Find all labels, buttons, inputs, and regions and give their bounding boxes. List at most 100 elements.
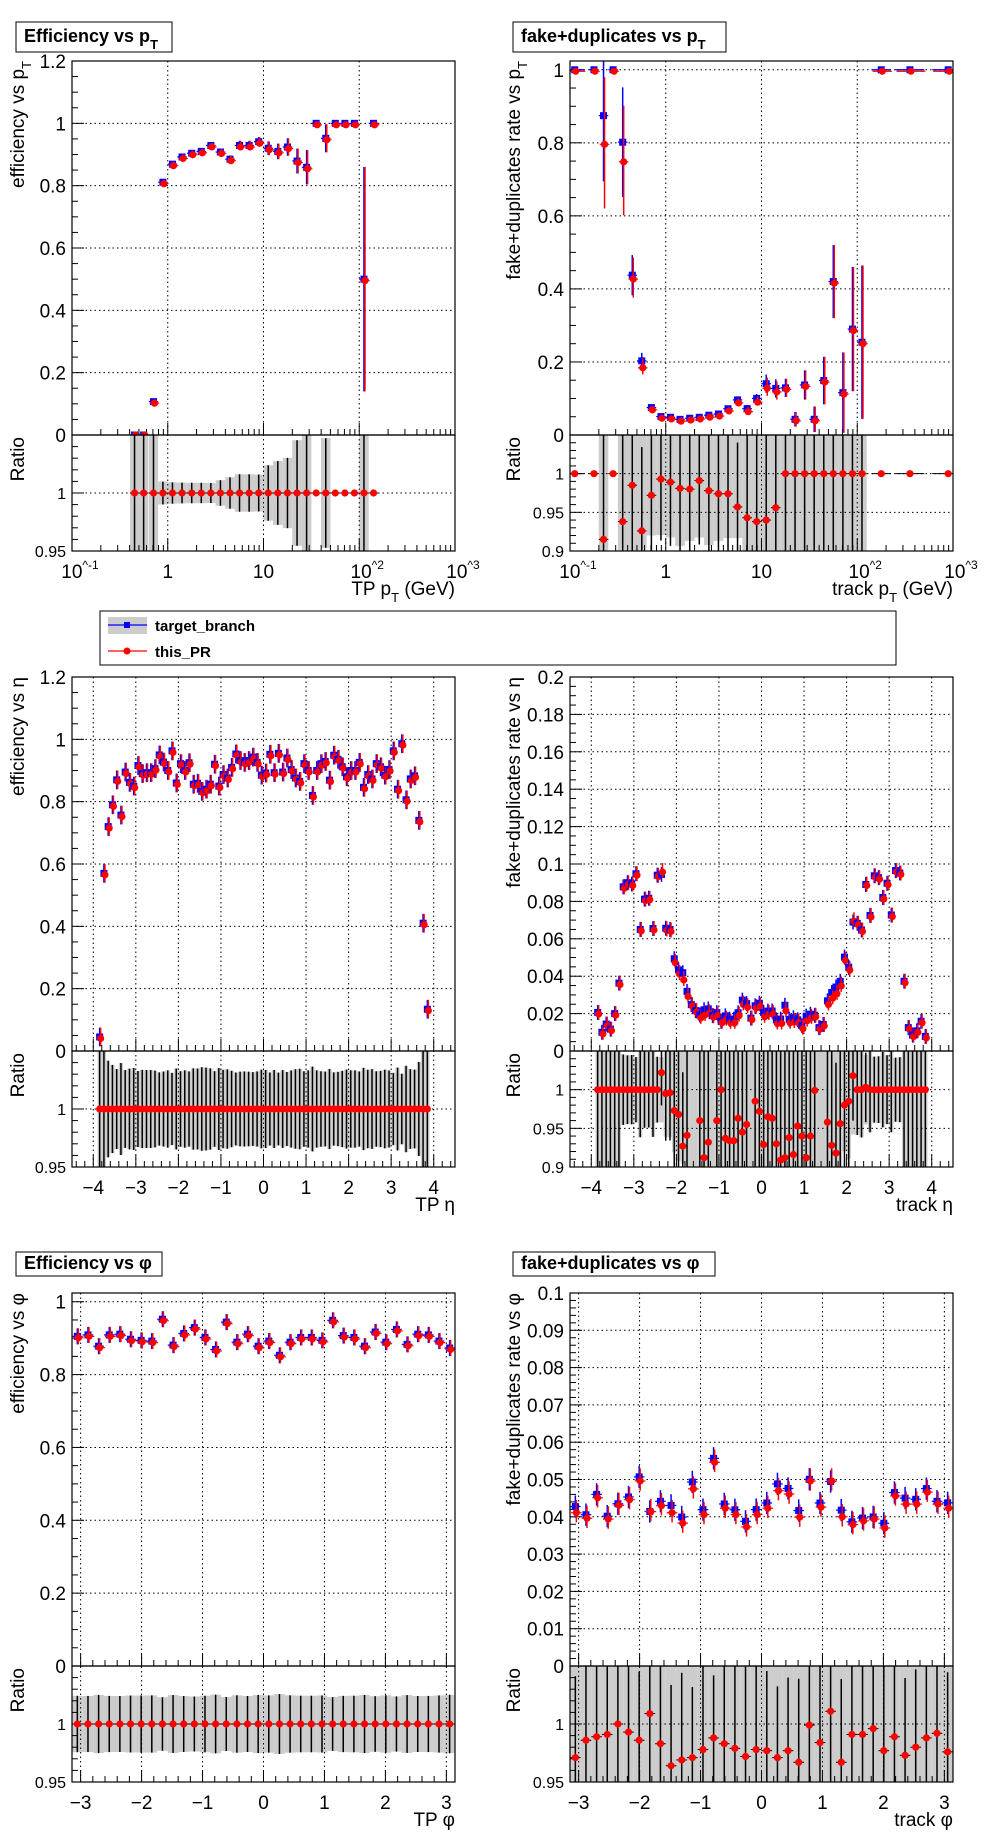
this-pr-marker	[394, 787, 403, 795]
this-pr-point	[724, 407, 734, 415]
this-pr-point	[165, 761, 173, 780]
plot-panel-2: 0 0.2 0.4 0.6 0.8 1 1.2 0.95 1 −4 −3 −2 −1 0 1 2 3 4 effic…	[8, 668, 456, 1216]
target-marker	[720, 1500, 728, 1508]
this-pr-marker	[859, 340, 867, 348]
ratio-point	[772, 1051, 780, 1167]
this-pr-marker	[945, 67, 953, 75]
target-marker	[700, 1006, 708, 1014]
ratio-marker	[582, 1736, 590, 1744]
this-pr-point	[911, 1491, 923, 1514]
this-pr-marker	[109, 802, 118, 810]
this-pr-marker	[425, 1332, 433, 1340]
this-pr-marker	[330, 1318, 338, 1326]
ratio-marker	[283, 489, 292, 497]
ratio-point	[723, 435, 733, 551]
y-tick-label: 0.06	[527, 1433, 564, 1454]
this-pr-marker	[599, 1030, 607, 1038]
ratio-bands	[570, 1666, 953, 1782]
target-marker	[675, 966, 683, 974]
ratio-point	[321, 438, 331, 548]
this-pr-point	[186, 753, 194, 773]
ratio-band	[710, 1051, 715, 1167]
main-points	[72, 1311, 455, 1364]
this-pr-point	[685, 416, 696, 424]
this-pr-point	[267, 744, 275, 764]
this-pr-marker	[591, 67, 599, 75]
ratio-marker	[845, 1097, 853, 1105]
this-pr-marker	[319, 1338, 327, 1346]
this-pr-marker	[782, 385, 791, 393]
ratio-marker	[829, 470, 837, 478]
this-pr-marker	[778, 1019, 786, 1028]
target-marker	[743, 1000, 751, 1008]
main-frame-bg	[570, 61, 953, 435]
ratio-point	[637, 447, 647, 551]
this-pr-marker	[160, 180, 168, 188]
target-marker	[837, 1506, 845, 1514]
this-pr-marker	[829, 994, 837, 1002]
x-tick-label: 1	[162, 562, 173, 583]
this-pr-point	[657, 414, 667, 422]
y-tick-label: 0.2	[40, 980, 66, 1001]
ratio-point	[751, 1051, 759, 1167]
ratio-point	[740, 1666, 751, 1782]
legend-target-marker	[124, 622, 130, 628]
ratio-marker	[657, 475, 665, 483]
ratio-marker	[688, 1754, 696, 1762]
ratio-point	[751, 435, 762, 551]
this-pr-marker	[255, 1344, 263, 1352]
this-pr-marker	[945, 1504, 953, 1512]
ratio-marker	[922, 1734, 930, 1742]
ratio-marker	[638, 527, 646, 535]
ratio-point	[423, 1695, 434, 1753]
this-pr-marker	[267, 752, 275, 760]
this-pr-marker	[821, 378, 829, 386]
y-tick-label: 0.04	[527, 967, 564, 988]
ratio-marker	[571, 470, 579, 478]
y-tick-label: 0	[553, 426, 564, 447]
y-tick-label: 0.18	[527, 705, 564, 726]
this-pr-point	[743, 406, 753, 416]
target-marker	[656, 1497, 664, 1505]
this-pr-marker	[189, 151, 197, 159]
ratio-point	[785, 1051, 793, 1167]
this-pr-point	[868, 1506, 880, 1529]
ratio-marker	[743, 514, 751, 522]
this-pr-point	[705, 413, 715, 421]
x-tick-label: −2	[168, 1178, 190, 1199]
this-pr-point	[634, 1468, 646, 1491]
this-pr-point	[370, 1323, 382, 1340]
ratio-point	[114, 1695, 126, 1753]
ratio-marker	[789, 1151, 798, 1159]
this-pr-marker	[792, 417, 800, 425]
y-tick-label: 0	[55, 1042, 66, 1063]
this-pr-point	[647, 406, 658, 414]
this-pr-point	[187, 150, 198, 159]
this-pr-marker	[122, 769, 130, 778]
x-tick-label: 10^2	[351, 558, 385, 583]
ratio-point	[814, 1666, 826, 1782]
ratio-marker	[683, 1131, 691, 1139]
this-pr-marker	[897, 870, 905, 879]
this-pr-marker	[424, 1007, 432, 1015]
label-text: fake+duplicates vs p	[521, 26, 698, 46]
ratio-marker	[731, 1744, 739, 1752]
ratio-marker	[446, 1720, 454, 1728]
ratio-point	[713, 1051, 721, 1167]
ratio-marker	[836, 1120, 844, 1128]
label-text: fake+duplicates rate vs p	[504, 69, 525, 280]
ratio-marker	[785, 1134, 793, 1142]
this-pr-point	[356, 753, 364, 772]
this-pr-point	[609, 67, 619, 75]
this-pr-point	[805, 1468, 816, 1491]
this-pr-marker	[352, 768, 360, 776]
this-pr-point	[744, 998, 752, 1014]
y-tick-label: 1.2	[40, 52, 66, 73]
this-pr-marker	[820, 1022, 828, 1030]
ratio-marker	[666, 478, 675, 486]
ratio-point	[878, 1666, 890, 1782]
this-pr-marker	[878, 67, 886, 75]
x-tick-label: −2	[131, 1793, 153, 1814]
ratio-point	[899, 1678, 911, 1782]
this-pr-marker	[263, 770, 271, 779]
